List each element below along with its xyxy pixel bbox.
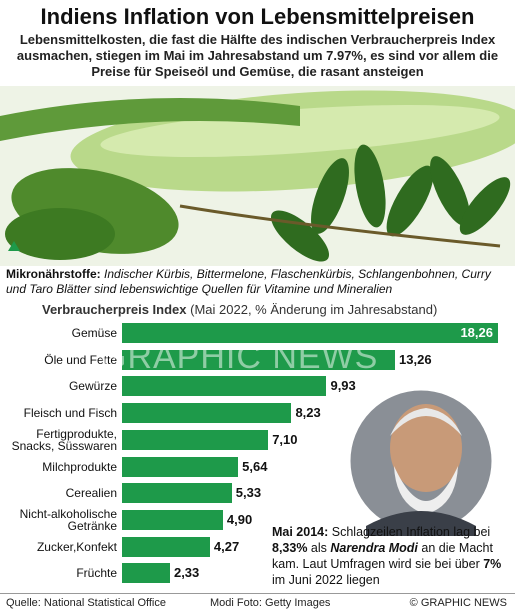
source: Quelle: National Statistical Office <box>6 597 166 609</box>
value-label: 4,27 <box>213 538 240 554</box>
bar <box>122 483 232 504</box>
caption-label: Mikronährstoffe: <box>6 267 101 281</box>
bar <box>122 403 292 424</box>
value-label: 7,10 <box>272 431 298 447</box>
value-label: 5,33 <box>235 485 262 501</box>
bar <box>122 456 239 477</box>
bar <box>122 349 396 370</box>
caption: Mikronährstoffe: Indischer Kürbis, Bitte… <box>6 267 511 297</box>
annotation-part: Schlagzeilen Inflation lag bei <box>328 525 491 539</box>
category-label: Cerealien <box>65 486 117 501</box>
annotation-part: im Juni 2022 liegen <box>272 573 380 587</box>
category-label: Gewürze <box>68 379 117 394</box>
annotation-part: Narendra Modi <box>330 541 418 555</box>
value-label: 13,26 <box>399 351 432 367</box>
annotation-part: als <box>307 541 331 555</box>
bar <box>122 429 269 450</box>
bar <box>122 509 223 530</box>
annotation-part: an die Macht kam. Laut Umfragen wird sie… <box>272 541 493 571</box>
bar <box>122 563 170 584</box>
value-label: 9,93 <box>330 378 356 394</box>
bar <box>122 376 327 397</box>
category-label: Öle und Fette <box>44 352 117 367</box>
chart-subtitle: (Mai 2022, % Änderung im Jahresabstand) <box>190 302 438 317</box>
category-label: Zucker,Konfekt <box>36 539 117 554</box>
category-label: Nicht-alkoholische Getränke <box>19 506 117 533</box>
annotation-part: Mai 2014: <box>272 525 329 539</box>
annotation-part: 7% <box>483 557 502 571</box>
vegetable-illustration <box>0 86 515 266</box>
watermark: GRAPHIC NEWS <box>100 338 379 376</box>
caption-text: Indischer Kürbis, Bittermelone, Flaschen… <box>6 267 491 296</box>
annotation-part: 8,33% <box>272 541 308 555</box>
bar <box>122 323 498 343</box>
chart-title: Verbraucherpreis Index <box>42 302 187 317</box>
footer-rule <box>0 593 515 594</box>
chart-heading: Verbraucherpreis Index (Mai 2022, % Ände… <box>42 302 437 317</box>
photo-credit: Modi Foto: Getty Images <box>210 597 331 609</box>
bar <box>122 536 210 557</box>
category-label: Fertigprodukte, Snacks, Süsswaren <box>11 426 117 453</box>
value-label: 5,64 <box>242 458 268 474</box>
category-label: Milchprodukte <box>42 459 117 474</box>
value-label: 2,33 <box>173 565 200 581</box>
value-label: 8,23 <box>295 405 321 421</box>
annotation: Mai 2014: Schlagzeilen Inflation lag bei… <box>272 524 508 588</box>
value-label: 4,90 <box>226 511 253 527</box>
category-label: Früchte <box>76 566 117 581</box>
credit: © GRAPHIC NEWS <box>409 597 507 609</box>
value-label: 18,26 <box>460 325 493 340</box>
category-label: Fleisch und Fisch <box>23 406 117 421</box>
portrait <box>347 387 495 536</box>
category-label: Gemüse <box>71 326 117 340</box>
title: Indiens Inflation von Lebensmittelpreise… <box>40 4 475 29</box>
subtitle: Lebensmittelkosten, die fast die Hälfte … <box>16 32 499 79</box>
